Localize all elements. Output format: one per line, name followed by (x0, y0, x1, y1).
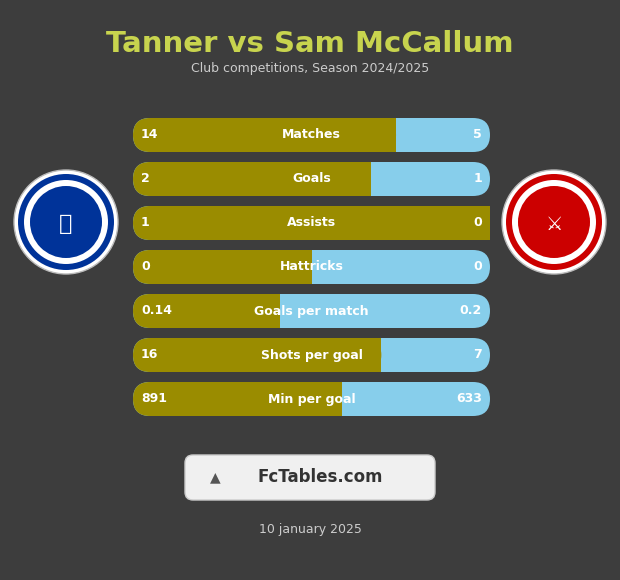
Text: Goals per match: Goals per match (254, 304, 369, 317)
FancyBboxPatch shape (133, 338, 490, 372)
Text: 633: 633 (456, 393, 482, 405)
Circle shape (502, 170, 606, 274)
Text: Shots per goal: Shots per goal (260, 349, 363, 361)
Text: Hattricks: Hattricks (280, 260, 343, 274)
Text: Assists: Assists (287, 216, 336, 230)
Text: 5: 5 (473, 129, 482, 142)
Circle shape (512, 180, 596, 264)
Text: 0.2: 0.2 (460, 304, 482, 317)
Bar (294, 250, 311, 284)
FancyBboxPatch shape (133, 294, 280, 328)
FancyBboxPatch shape (133, 382, 490, 416)
Text: Club competitions, Season 2024/2025: Club competitions, Season 2024/2025 (191, 62, 429, 75)
FancyBboxPatch shape (133, 338, 381, 372)
Text: 🐦: 🐦 (60, 214, 73, 234)
FancyBboxPatch shape (133, 250, 490, 284)
Circle shape (30, 186, 102, 258)
Bar (379, 118, 396, 152)
FancyBboxPatch shape (133, 162, 490, 196)
FancyBboxPatch shape (133, 118, 490, 152)
Text: 2: 2 (141, 172, 150, 186)
Text: 7: 7 (473, 349, 482, 361)
Text: ▲: ▲ (210, 470, 220, 484)
FancyBboxPatch shape (185, 455, 435, 500)
Text: Matches: Matches (282, 129, 341, 142)
FancyBboxPatch shape (133, 294, 490, 328)
Text: 0: 0 (141, 260, 150, 274)
Circle shape (518, 186, 590, 258)
FancyBboxPatch shape (133, 118, 396, 152)
Bar (365, 338, 381, 372)
Text: 14: 14 (141, 129, 159, 142)
Text: 1: 1 (141, 216, 150, 230)
FancyBboxPatch shape (133, 250, 311, 284)
Text: Tanner vs Sam McCallum: Tanner vs Sam McCallum (106, 30, 514, 58)
FancyBboxPatch shape (133, 206, 490, 240)
FancyBboxPatch shape (133, 206, 490, 240)
Text: 10 january 2025: 10 january 2025 (259, 524, 361, 536)
Text: 1: 1 (473, 172, 482, 186)
Text: 0: 0 (473, 260, 482, 274)
Text: 891: 891 (141, 393, 167, 405)
Text: ⚔: ⚔ (545, 215, 563, 234)
Text: Min per goal: Min per goal (268, 393, 355, 405)
Text: 0.14: 0.14 (141, 304, 172, 317)
Bar (473, 206, 490, 240)
Bar (354, 162, 371, 196)
FancyBboxPatch shape (133, 162, 371, 196)
Text: 0: 0 (473, 216, 482, 230)
Bar (263, 294, 280, 328)
Circle shape (24, 180, 108, 264)
Circle shape (506, 174, 602, 270)
Circle shape (18, 174, 114, 270)
Circle shape (14, 170, 118, 274)
Text: 16: 16 (141, 349, 158, 361)
FancyBboxPatch shape (133, 382, 342, 416)
Text: Goals: Goals (292, 172, 331, 186)
Bar (325, 382, 342, 416)
Text: FcTables.com: FcTables.com (257, 469, 383, 487)
